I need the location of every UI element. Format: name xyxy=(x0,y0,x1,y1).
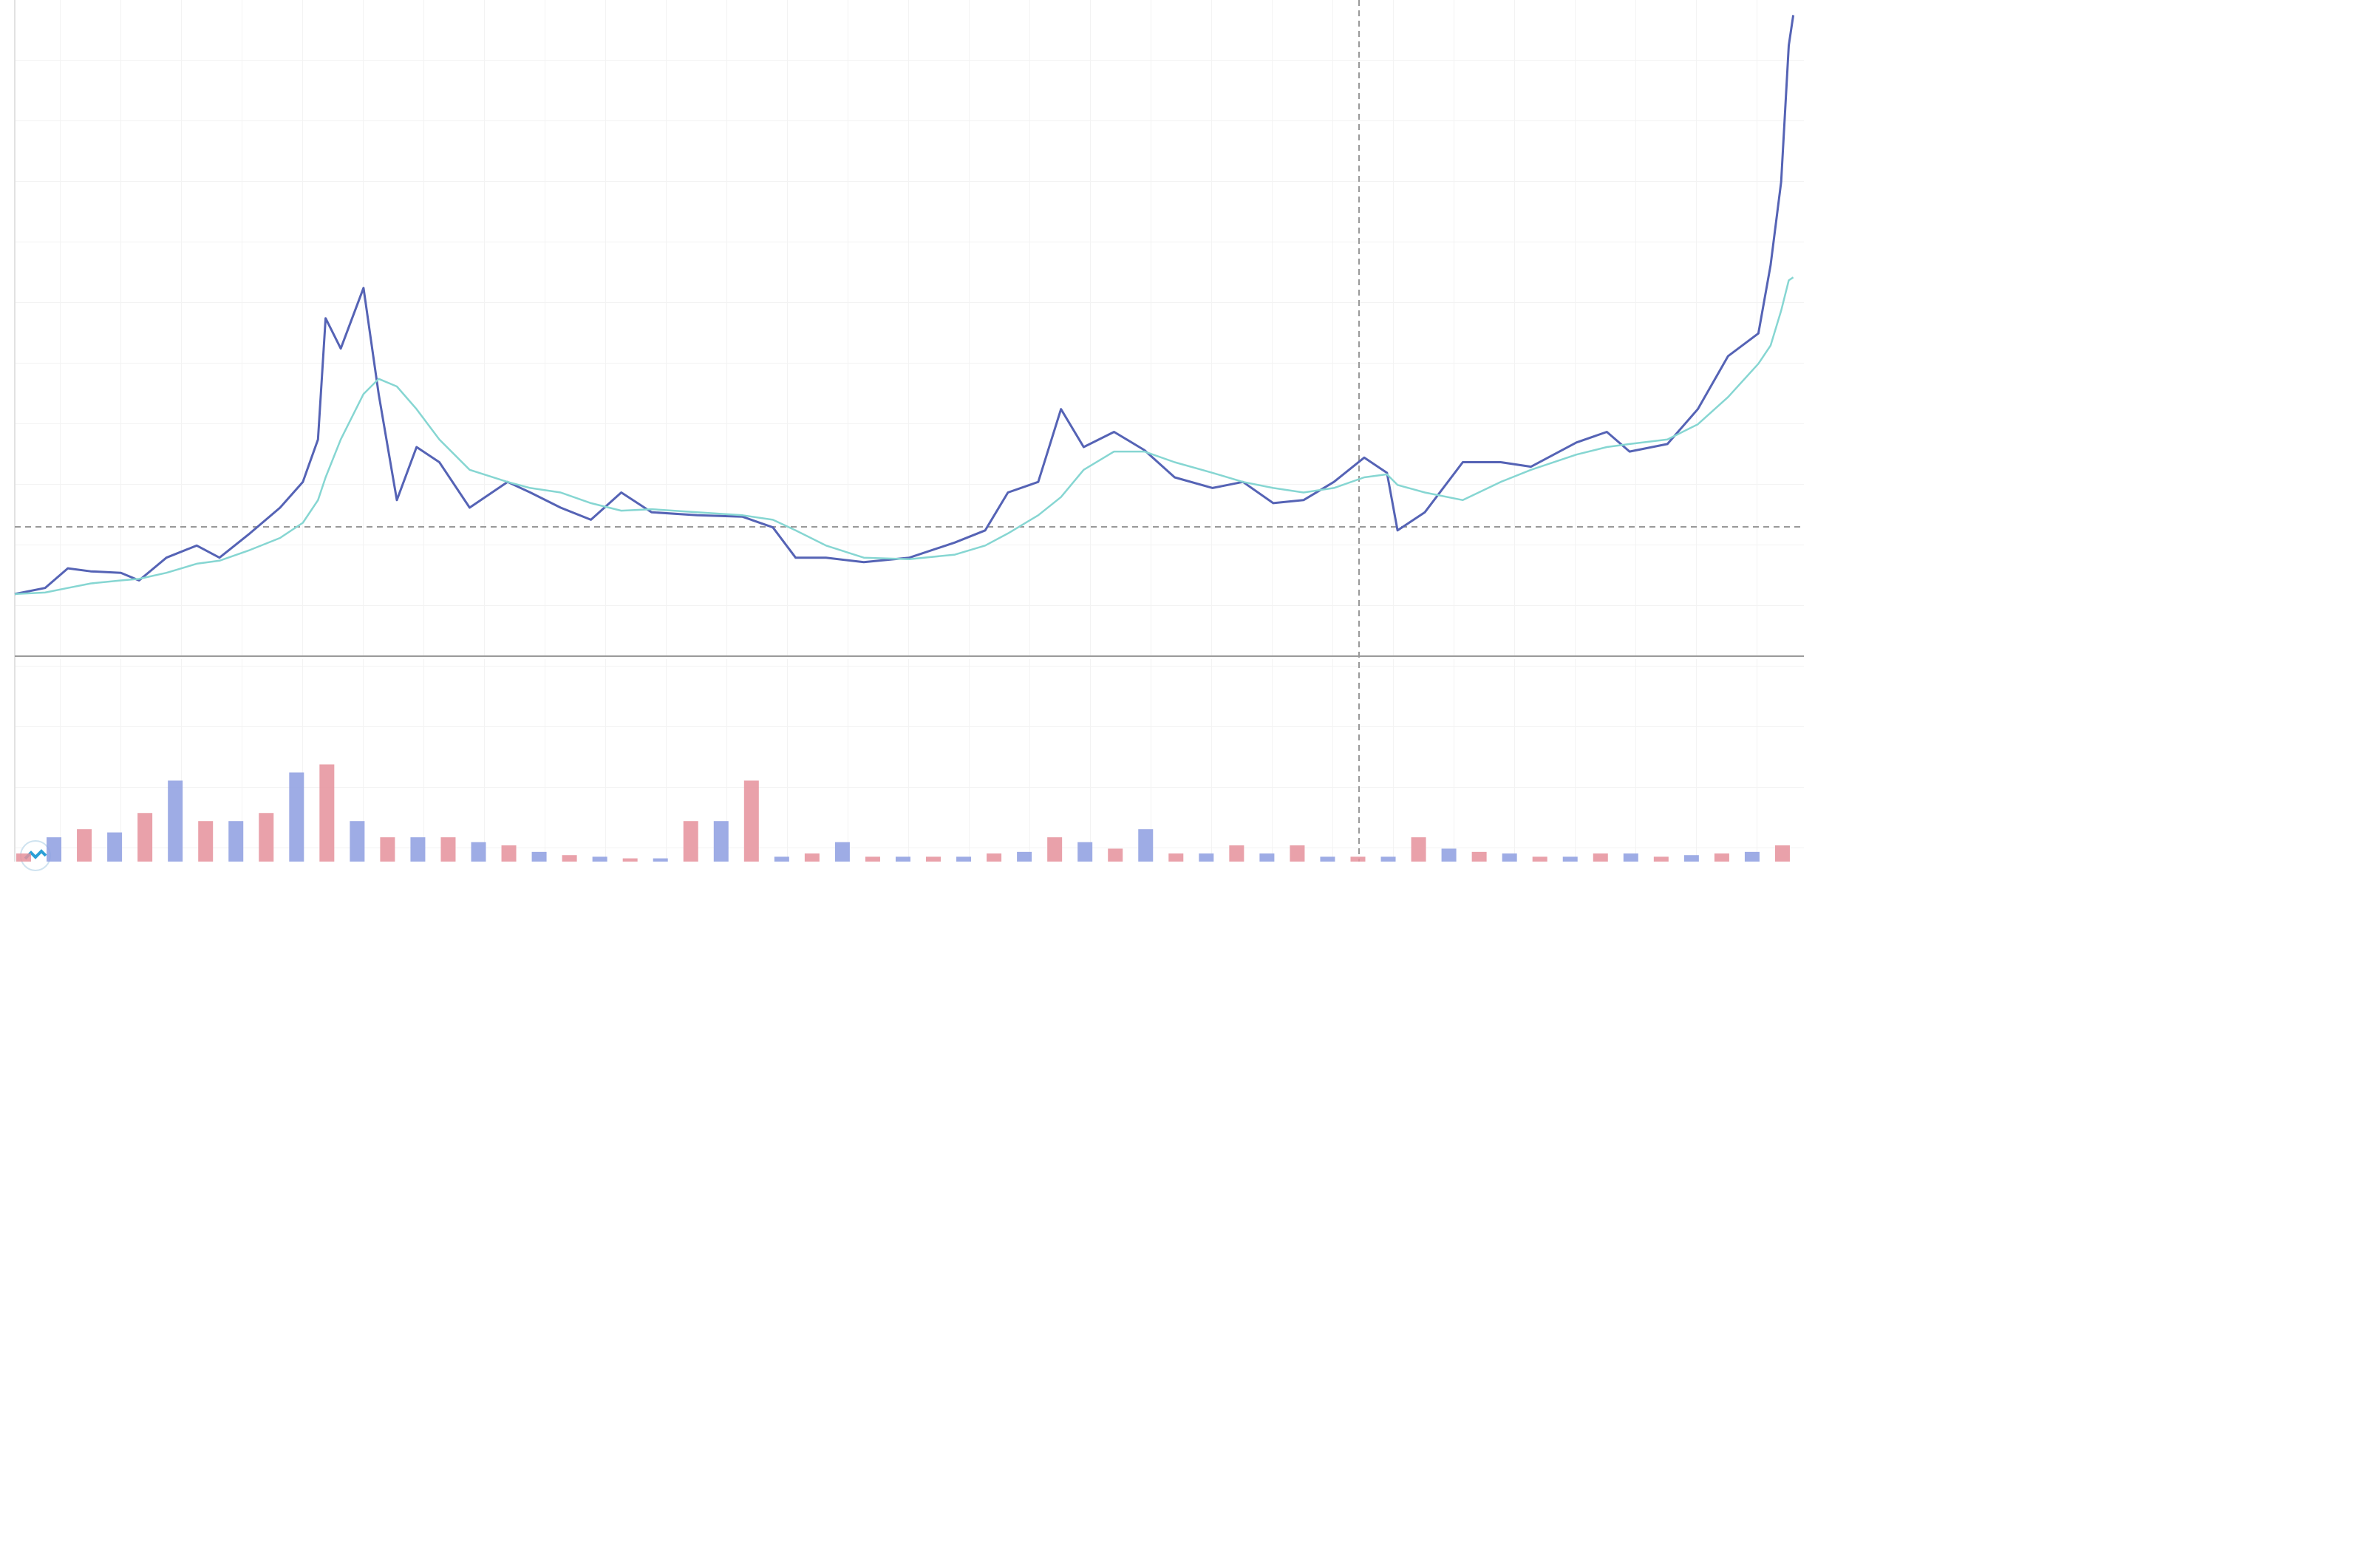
volume-bar xyxy=(16,853,31,862)
volume-bar xyxy=(1562,856,1578,862)
volume-bar xyxy=(228,821,244,862)
volume-bar xyxy=(622,858,638,862)
volume-bar xyxy=(1380,856,1396,862)
volume-bar xyxy=(198,821,214,862)
volume-bar xyxy=(683,821,698,862)
volume-bar xyxy=(865,856,880,862)
volume-bar xyxy=(410,837,426,862)
volume-bar xyxy=(1532,856,1547,862)
volume-bar xyxy=(895,856,910,862)
volume-bar xyxy=(987,853,1002,862)
volume-bar xyxy=(1168,853,1184,862)
volume-bar xyxy=(834,842,850,862)
price-panel xyxy=(15,0,1804,656)
volume-bar xyxy=(1683,855,1699,862)
volume-bar xyxy=(743,780,759,862)
volume-bar xyxy=(1502,853,1517,862)
volume-bar xyxy=(1290,845,1305,862)
volume-bar xyxy=(1047,837,1063,862)
volume-bar xyxy=(168,780,183,862)
volume-bar xyxy=(1411,837,1426,862)
volume-bar xyxy=(1774,845,1790,862)
volume-bar xyxy=(319,764,335,862)
volume-bar xyxy=(137,813,153,862)
volume-bar xyxy=(77,829,92,862)
volume-bar xyxy=(1229,845,1244,862)
volume-bar xyxy=(1259,853,1275,862)
volume-bar xyxy=(1714,853,1729,862)
volume-bar xyxy=(1653,856,1669,862)
volume-bar xyxy=(774,856,789,862)
volume-panel xyxy=(15,659,1804,862)
volume-bar xyxy=(1471,851,1487,862)
volume-bar xyxy=(47,837,62,862)
volume-bar xyxy=(1108,848,1123,862)
volume-bar xyxy=(653,858,668,862)
volume-bar xyxy=(713,821,729,862)
price-line xyxy=(14,15,1795,596)
volume-bar xyxy=(1441,848,1457,862)
volume-bar xyxy=(1077,842,1093,862)
volume-bar xyxy=(380,837,395,862)
price-line xyxy=(14,276,1794,596)
volume-bar xyxy=(592,856,607,862)
volume-bar xyxy=(1744,851,1760,862)
volume-bar xyxy=(289,772,304,862)
volume-bar xyxy=(926,856,941,862)
volume-bar xyxy=(350,821,365,862)
volume-bar xyxy=(1350,856,1366,862)
volume-bar xyxy=(1138,829,1154,862)
volume-bar xyxy=(440,837,456,862)
volume-bar xyxy=(259,813,274,862)
volume-bar xyxy=(804,853,820,862)
volume-bar xyxy=(1623,853,1638,862)
volume-bar xyxy=(531,851,547,862)
volume-bar xyxy=(107,832,123,862)
volume-bar xyxy=(501,845,517,862)
volume-bar xyxy=(1593,853,1608,862)
volume-bar xyxy=(956,856,972,862)
volume-bar xyxy=(562,855,577,862)
volume-bar xyxy=(471,842,486,862)
volume-bar xyxy=(1199,853,1214,862)
volume-bar xyxy=(1017,851,1032,862)
volume-bar xyxy=(1320,856,1335,862)
